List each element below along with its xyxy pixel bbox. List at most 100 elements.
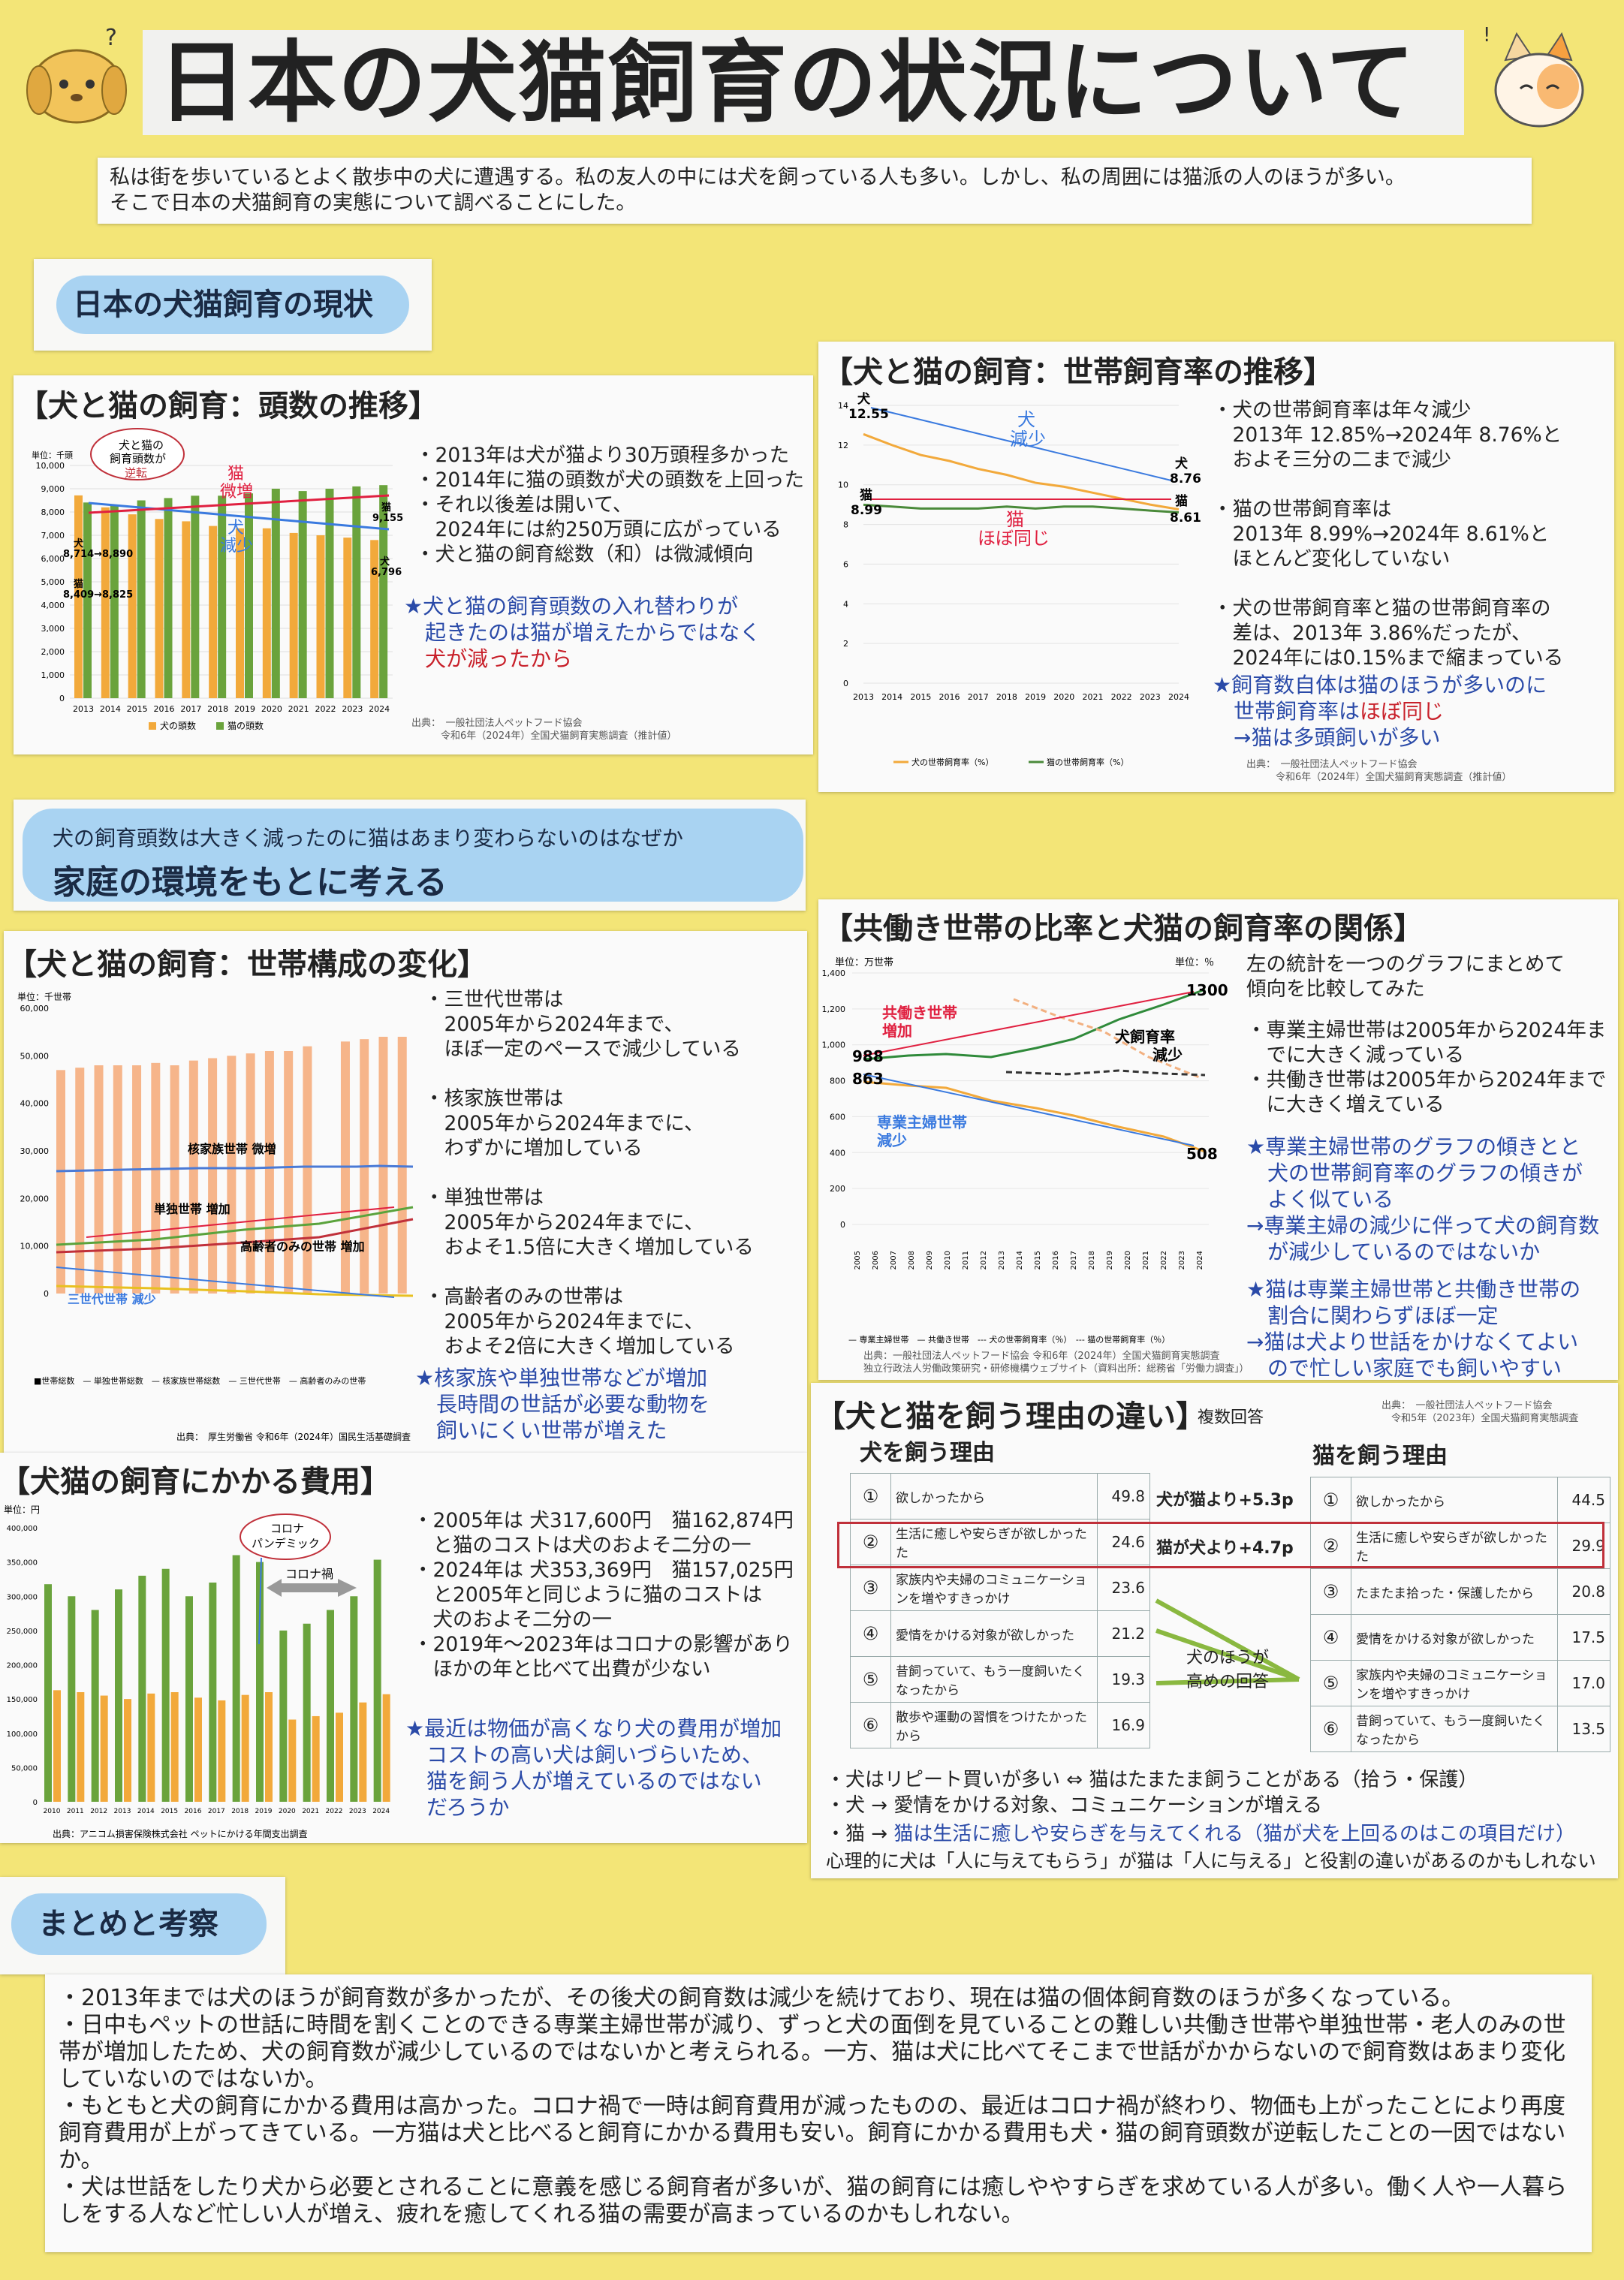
cat-mascot-icon: ! <box>1483 23 1595 135</box>
bar-dog <box>74 495 83 698</box>
x-tick-label: 2019 <box>234 704 255 714</box>
y-tick-label: 1,200 <box>822 1004 846 1014</box>
section-heading-summary: まとめと考察 <box>0 1877 285 1974</box>
bar-dog <box>316 535 325 698</box>
multi-answer-label: 複数回答 <box>1198 1408 1264 1427</box>
x-tick-label: 2021 <box>1082 692 1103 702</box>
x-tick-label: 2015 <box>1034 1251 1042 1270</box>
dog-rate-label-2: 減少 <box>1152 1046 1183 1064</box>
panel-title: 【犬猫の飼育にかかる費用】 <box>0 1465 390 1499</box>
panel-title: 【犬と猫の飼育：世帯飼育率の推移】 <box>823 355 1333 390</box>
reason-note-cat: ・猫 → 猫は生活に癒しや安らぎを与えてくれる（猫が犬を上回るのはこの項目だけ） <box>826 1818 1575 1846</box>
x-tick-label: 2012 <box>90 1808 107 1815</box>
y-tick-label: 1,000 <box>822 1041 846 1050</box>
x-tick-label: 2017 <box>180 704 201 714</box>
bar-dog <box>128 514 137 698</box>
bar-cat <box>298 491 307 698</box>
dog-cost-bar <box>279 1630 288 1802</box>
reason-row: ⑥ 散歩や運動の習慣をつけたかったから 16.9 <box>850 1702 1150 1748</box>
dog-cost-bar <box>44 1584 52 1802</box>
household-composition-chart: 単位：千世帯 0 10,000 20,000 30,000 40,000 50,000 60… <box>17 991 414 1442</box>
dog-cost-bar <box>350 1596 358 1802</box>
rate-conclusion-red: ほぼ同じ <box>1360 699 1445 724</box>
work-label: 共働き世帯 <box>882 1004 957 1022</box>
y-tick-label: 10 <box>838 480 848 490</box>
y-tick-label: 3,000 <box>41 624 65 634</box>
total-households-bar <box>284 1051 294 1294</box>
bar-cat <box>164 498 173 698</box>
bubble-text: 犬と猫の <box>119 438 164 452</box>
y-tick-label: 0 <box>840 1220 845 1230</box>
dog-end-label: 犬 <box>380 556 390 568</box>
reason-row: ④ 愛情をかける対象が欲しかった 17.5 <box>1310 1614 1610 1661</box>
legend-dog-rate: 犬の世帯飼育率（%） <box>911 757 993 767</box>
x-tick-label: 2021 <box>1142 1251 1150 1270</box>
dog-higher-label: 犬のほうが 高めの回答 <box>1186 1649 1270 1691</box>
x-tick-label: 2005 <box>854 1251 862 1270</box>
bar-cat <box>325 489 334 698</box>
three-gen-label: 三世代世帯 減少 <box>68 1292 156 1306</box>
cat-cost-bar <box>382 1694 390 1802</box>
legend-dog: 犬の頭数 <box>160 720 196 731</box>
dog-more-label: 犬が猫より+5.3p <box>1156 1491 1294 1510</box>
intro-text: 私は街を歩いているとよく散歩中の犬に遭遇する。私の友人の中には犬を飼っている人も… <box>98 158 1532 224</box>
bubble-text-2: 飼育頭数が <box>110 452 166 465</box>
reason-cell: 生活に癒しや安らぎが欲しかったた <box>890 1519 1098 1565</box>
cat-cost-bar <box>194 1697 202 1802</box>
x-tick-label: 2024 <box>1168 692 1189 702</box>
dog-start-value: 8,714→8,890 <box>63 549 133 560</box>
bar-cat <box>191 495 200 698</box>
source-note: 出典：一般社団法人ペットフード協会 令和6年（2024年）全国犬猫飼育実態調査 … <box>863 1351 1249 1375</box>
reason-row: ② 生活に癒しや安らぎが欲しかったた 24.6 <box>850 1519 1150 1565</box>
value-1300: 1300 <box>1186 981 1228 999</box>
cat-start-label: 猫 <box>74 578 83 590</box>
source-note: 出典：アニコム損害保険株式会社 ペットにかける年間支出調査 <box>53 1828 308 1839</box>
x-tick-label: 2015 <box>127 704 148 714</box>
cat-reasons-title: 猫を飼う理由 <box>1312 1443 1448 1469</box>
value-863: 863 <box>852 1070 884 1088</box>
total-households-bar <box>170 1065 179 1294</box>
value-988: 988 <box>852 1047 884 1065</box>
source-note: 出典： 厚生労働省 令和6年（2024年）国民生活基礎調査 <box>176 1431 411 1442</box>
reason-cell: ④ <box>850 1610 891 1657</box>
cat-cost-bar <box>147 1693 155 1802</box>
y-tick-label: 30,000 <box>20 1146 50 1156</box>
bar-dog <box>343 538 352 698</box>
y-tick-label: 0 <box>44 1289 49 1299</box>
summary-point: ・もともと犬の飼育にかかる費用は高かった。コロナ禍で一時は飼育費用が減ったものの… <box>59 2093 1566 2173</box>
cat-rate-start-value: 8.99 <box>851 503 882 518</box>
y-tick-label: 100,000 <box>7 1730 38 1739</box>
highlight-box <box>837 1522 1604 1568</box>
y-tick-label: 9,000 <box>41 484 65 494</box>
reason-cell: 家族内や夫婦のコミュニケーションを増やすきっかけ <box>1351 1660 1558 1706</box>
reason-cell: 昔飼っていて、もう一度飼いたくなったから <box>1351 1706 1558 1752</box>
cat-rate-end-value: 8.61 <box>1170 511 1201 526</box>
reason-cell: ⑤ <box>1310 1660 1351 1706</box>
y-tick-label: 2 <box>843 639 848 649</box>
dog-reasons-title: 犬を飼う理由 <box>860 1440 995 1466</box>
reason-cell: ③ <box>1310 1568 1351 1615</box>
chart-unit: 単位：円 <box>4 1504 40 1515</box>
bar-cat <box>110 504 119 698</box>
total-households-bar <box>151 1062 161 1294</box>
reason-cell: 散歩や運動の習慣をつけたかったから <box>890 1702 1098 1748</box>
bar-cat <box>352 486 361 698</box>
panel-reasons: 【犬と猫を飼う理由の違い】 複数回答 出典： 一般社団法人ペットフード協会 令和… <box>811 1383 1618 1878</box>
panel-cost: 【犬猫の飼育にかかる費用】 単位：円 0 50,000 100,000 150,000… <box>0 1453 807 1843</box>
reason-cell: 愛情をかける対象が欲しかった <box>890 1610 1098 1657</box>
source-note: 出典： 一般社団法人ペットフード協会 令和5年（2023年）全国犬猫飼育実態調査 <box>1381 1400 1579 1424</box>
reason-cell: ④ <box>1310 1614 1351 1661</box>
y-tick-label: 6,000 <box>41 554 65 564</box>
reason-notes: ・犬はリピート買いが多い ⇔ 猫はたまたま飼うことがある（拾う・保護） ・犬 →… <box>826 1769 1478 1817</box>
cat-cost-bar <box>336 1712 343 1802</box>
reason-cell: ⑥ <box>1310 1706 1351 1752</box>
x-tick-label: 2024 <box>372 1808 390 1815</box>
x-tick-label: 2011 <box>962 1251 970 1270</box>
reason-row: ① 欲しかったから 49.8 <box>850 1473 1150 1519</box>
housewife-label: 専業主婦世帯 <box>877 1113 967 1131</box>
bar-dog <box>155 519 164 698</box>
household-rate-chart: 0 2 4 6 8 10 12 14 2013 2014 2015 2016 2017 2018 2019 2… <box>838 391 1201 767</box>
reason-cell: 17.0 <box>1557 1660 1610 1706</box>
reason-cell: 昔飼っていて、もう一度飼いたくなったから <box>890 1656 1098 1703</box>
svg-text:?: ? <box>105 25 117 51</box>
